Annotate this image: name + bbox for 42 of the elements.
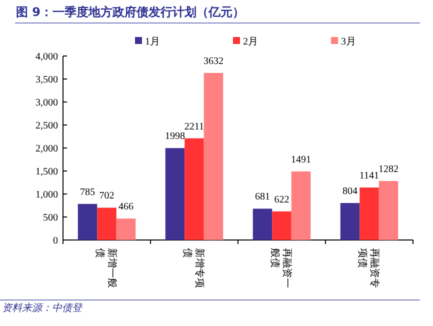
data-label: 1998 [165, 131, 185, 142]
chart-title: 图 9：一季度地方政府债发行计划（亿元） [16, 5, 245, 19]
data-label: 1282 [378, 164, 398, 176]
data-label: 804 [342, 186, 358, 198]
bar [165, 148, 185, 240]
bar [291, 171, 311, 240]
bar [184, 138, 204, 240]
y-tick-label: 0 [53, 236, 58, 246]
data-label: 681 [255, 192, 270, 203]
data-label: 702 [99, 190, 114, 202]
bar [116, 218, 136, 240]
bar [252, 208, 272, 240]
y-tick-label: 4,000 [36, 52, 58, 62]
x-tick-label: 新增一般债 [94, 248, 118, 288]
y-tick-label: 2,000 [36, 144, 58, 154]
y-tick-label: 3,000 [36, 98, 58, 108]
bar [378, 181, 398, 240]
x-tick-label: 再融资一般债 [268, 248, 293, 288]
y-tick-label: 500 [43, 212, 58, 224]
data-label: 1141 [359, 170, 380, 182]
y-tick-label: 2,500 [36, 120, 58, 132]
y-tick-label: 1,500 [36, 166, 58, 178]
bar [97, 208, 116, 240]
data-label: 3632 [204, 56, 224, 67]
text: 资料来源：中债登 [2, 302, 83, 314]
data-label: 1491 [291, 154, 311, 166]
y-tick-label: 3,500 [36, 74, 58, 86]
bar [360, 188, 379, 240]
legend-label: 2月 [243, 36, 258, 48]
bar [204, 72, 224, 240]
data-label: 785 [80, 186, 95, 198]
data-label: 622 [274, 194, 290, 206]
data-label: 2211 [184, 121, 204, 132]
legend-label: 1月 [145, 36, 160, 48]
data-label: 466 [118, 202, 134, 213]
y-tick-label: 1,000 [36, 190, 58, 200]
bar [78, 204, 98, 240]
x-tick-label: 再融资专项债 [356, 248, 380, 288]
legend-label: 3月 [341, 36, 356, 48]
bar [340, 203, 360, 240]
bar [272, 211, 292, 240]
x-tick-label: 新增专项债 [181, 248, 206, 288]
